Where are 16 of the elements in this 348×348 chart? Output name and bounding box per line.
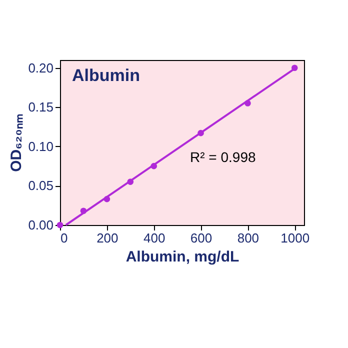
- x-tick-label: 800: [237, 230, 260, 246]
- point: [56, 222, 64, 228]
- y-tick-label: 0.10: [28, 138, 54, 154]
- x-tick-label: 400: [143, 230, 166, 246]
- annotation: R² = 0.998: [190, 149, 256, 165]
- x-tick-label: 0: [60, 230, 68, 246]
- y-tick-label: 0.05: [28, 178, 54, 194]
- x-tick-label: 200: [96, 230, 118, 246]
- y-tick-label: 0.00: [28, 218, 54, 232]
- x-tick-label: 1000: [280, 230, 310, 246]
- y-axis-title: OD₆₂₀ₙₘ: [8, 114, 26, 172]
- y-tick-label: 0.20: [28, 60, 54, 76]
- x-tick-label: 600: [190, 230, 212, 246]
- y-tick-label: 0.15: [28, 100, 54, 115]
- x-axis-title: Albumin, mg/dL: [126, 248, 240, 266]
- chart-title: Albumin: [72, 66, 140, 85]
